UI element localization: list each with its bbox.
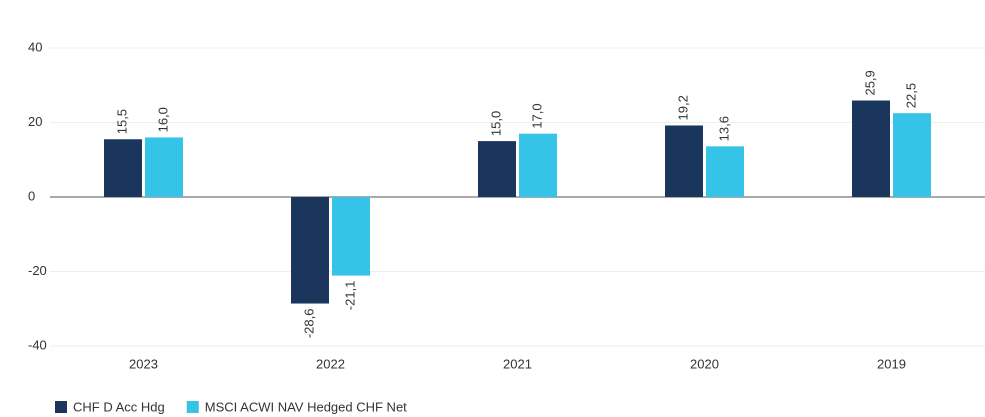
value-label: 15,5 bbox=[114, 109, 129, 134]
bar bbox=[104, 139, 142, 197]
x-tick-label: 2021 bbox=[503, 356, 532, 371]
bar bbox=[145, 137, 183, 197]
legend-swatch bbox=[186, 401, 199, 413]
value-label: -21,1 bbox=[342, 281, 357, 311]
x-tick-label: 2020 bbox=[690, 356, 719, 371]
value-label: 19,2 bbox=[675, 95, 690, 120]
bar bbox=[332, 197, 370, 276]
value-label: 15,0 bbox=[488, 111, 503, 136]
bar bbox=[519, 133, 557, 197]
value-label: 16,0 bbox=[155, 107, 170, 132]
y-tick-label: 40 bbox=[28, 39, 42, 54]
y-tick-label: 0 bbox=[28, 188, 35, 203]
legend-swatch bbox=[55, 401, 67, 413]
bar bbox=[291, 197, 329, 304]
bar bbox=[665, 125, 703, 197]
bar bbox=[852, 100, 890, 197]
x-tick-label: 2023 bbox=[129, 356, 158, 371]
legend-label: CHF D Acc Hdg bbox=[73, 399, 165, 414]
value-label: -28,6 bbox=[301, 309, 316, 339]
legend-label: MSCI ACWI NAV Hedged CHF Net bbox=[205, 399, 407, 414]
x-tick-label: 2019 bbox=[877, 356, 906, 371]
value-label: 17,0 bbox=[529, 103, 544, 128]
y-tick-label: -20 bbox=[28, 263, 47, 278]
y-tick-label: 20 bbox=[28, 114, 42, 129]
value-label: 13,6 bbox=[716, 116, 731, 141]
y-tick-label: -40 bbox=[28, 337, 47, 352]
value-label: 22,5 bbox=[903, 83, 918, 108]
bar bbox=[893, 113, 931, 197]
value-label: 25,9 bbox=[862, 70, 877, 95]
bar bbox=[478, 141, 516, 197]
bar bbox=[706, 146, 744, 197]
x-tick-label: 2022 bbox=[316, 356, 345, 371]
